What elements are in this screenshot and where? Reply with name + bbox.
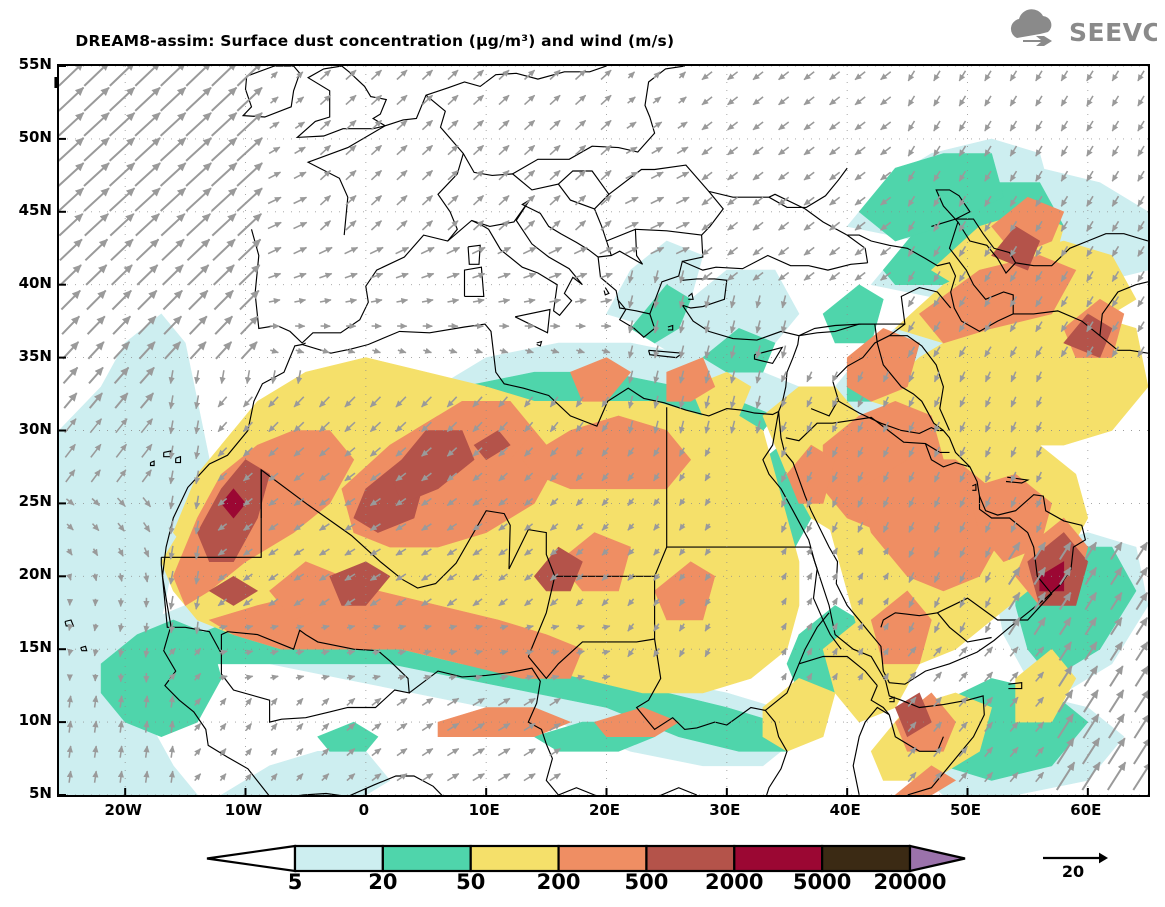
y-tick-label-35N: 35N bbox=[18, 346, 52, 365]
colorbar[interactable] bbox=[0, 838, 1165, 907]
x-tick-label-40E: 40E bbox=[829, 801, 861, 819]
logo-text: SEEVCCC bbox=[1069, 18, 1157, 47]
colorbar-label-2000: 2000 bbox=[705, 870, 764, 894]
seevccc-logo: SEEVCCC bbox=[1010, 9, 1157, 47]
map-canvas bbox=[59, 66, 1148, 795]
y-tick-label-15N: 15N bbox=[18, 638, 52, 657]
x-tick-label-20E: 20E bbox=[588, 801, 621, 819]
y-tick-label-25N: 25N bbox=[18, 492, 52, 511]
colorbar-label-200: 200 bbox=[536, 870, 581, 894]
wind-vector-field bbox=[59, 66, 1148, 791]
x-tick-label-50E: 50E bbox=[949, 801, 982, 819]
x-tick-label-20W: 20W bbox=[104, 801, 142, 819]
wind-reference-arrow bbox=[1043, 852, 1108, 864]
y-tick-label-30N: 30N bbox=[18, 419, 52, 438]
colorbar-label-5000: 5000 bbox=[792, 870, 852, 894]
colorbar-label-50: 50 bbox=[456, 870, 486, 894]
y-tick-label-55N: 55N bbox=[18, 55, 52, 73]
y-tick-label-45N: 45N bbox=[18, 200, 52, 219]
wind-reference-label: 20 bbox=[1061, 862, 1085, 881]
colorbar-label-20: 20 bbox=[368, 870, 398, 894]
colorbar-label-20000: 20000 bbox=[873, 870, 947, 894]
colorbar-swatches bbox=[206, 844, 966, 873]
colorbar-label-500: 500 bbox=[624, 870, 669, 894]
cloud-icon bbox=[1010, 9, 1052, 46]
y-tick-label-50N: 50N bbox=[18, 127, 52, 146]
x-tick-label-10W: 10W bbox=[224, 801, 263, 819]
y-tick-label-10N: 10N bbox=[18, 711, 52, 730]
dust-concentration-map[interactable] bbox=[57, 64, 1150, 797]
title-line-1: DREAM8-assim: Surface dust concentration… bbox=[75, 32, 675, 50]
x-tick-label-30E: 30E bbox=[709, 801, 741, 819]
y-tick-label-40N: 40N bbox=[18, 273, 52, 292]
x-tick-label-0: 0 bbox=[358, 801, 370, 819]
y-tick-label-5N: 5N bbox=[29, 784, 52, 802]
colorbar-label-5: 5 bbox=[287, 870, 303, 894]
x-tick-label-10E: 10E bbox=[468, 801, 500, 819]
y-tick-label-20N: 20N bbox=[18, 565, 52, 584]
x-tick-label-60E: 60E bbox=[1070, 801, 1102, 819]
